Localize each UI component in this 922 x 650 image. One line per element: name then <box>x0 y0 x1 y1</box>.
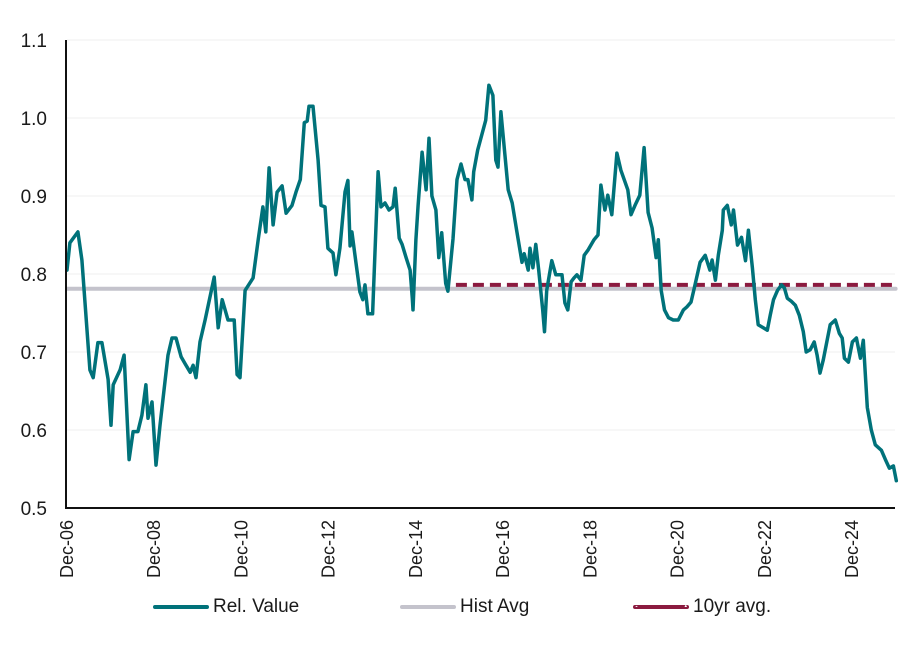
x-tick-label: Dec-22 <box>755 520 775 578</box>
x-tick-label: Dec-10 <box>231 520 251 578</box>
y-tick-label: 0.8 <box>21 265 47 286</box>
x-tick-label: Dec-16 <box>493 520 513 578</box>
legend-label-hist-avg: Hist Avg <box>460 596 530 617</box>
legend-item-rel-value: Rel. Value <box>153 596 299 618</box>
legend-item-hist-avg: Hist Avg <box>400 596 529 618</box>
legend-label-rel-value: Rel. Value <box>213 596 300 617</box>
x-tick-label: Dec-14 <box>406 520 426 578</box>
y-tick-label: 0.6 <box>21 421 47 442</box>
gridlines <box>67 39 895 509</box>
legend-swatch-rel-value <box>153 605 209 609</box>
legend-swatch-hist-avg <box>400 605 456 609</box>
x-tick-label: Dec-18 <box>580 520 600 578</box>
series-layer <box>65 83 899 483</box>
legend-label-10yr-avg: 10yr avg. <box>693 596 772 617</box>
legend-item-10yr-avg: 10yr avg. <box>633 596 771 618</box>
x-tick-label: Dec-24 <box>842 520 862 578</box>
legend-swatch-10yr-avg <box>633 605 689 609</box>
x-tick-label: Dec-12 <box>319 520 339 578</box>
y-axis-ticks: 0.5 0.6 0.7 0.8 0.9 1.0 1.1 <box>21 31 47 520</box>
x-tick-label: Dec-06 <box>57 520 77 578</box>
y-tick-label: 1.0 <box>21 109 47 130</box>
x-tick-label: Dec-08 <box>144 520 164 578</box>
y-tick-label: 0.5 <box>21 499 47 520</box>
y-tick-label: 0.9 <box>21 187 47 208</box>
y-tick-label: 0.7 <box>21 343 47 364</box>
x-tick-label: Dec-20 <box>668 520 688 578</box>
series-line-rel-value <box>65 83 899 483</box>
legend: Rel. Value Hist Avg 10yr avg. <box>0 596 922 624</box>
x-axis-ticks: Dec-06 Dec-08 Dec-10 Dec-12 Dec-14 Dec-16 Dec-… <box>57 520 862 578</box>
y-tick-label: 1.1 <box>21 31 47 52</box>
